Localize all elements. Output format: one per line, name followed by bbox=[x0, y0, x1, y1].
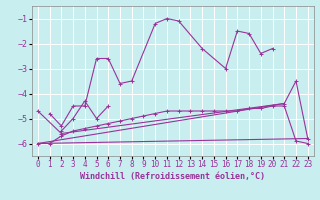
X-axis label: Windchill (Refroidissement éolien,°C): Windchill (Refroidissement éolien,°C) bbox=[80, 172, 265, 181]
